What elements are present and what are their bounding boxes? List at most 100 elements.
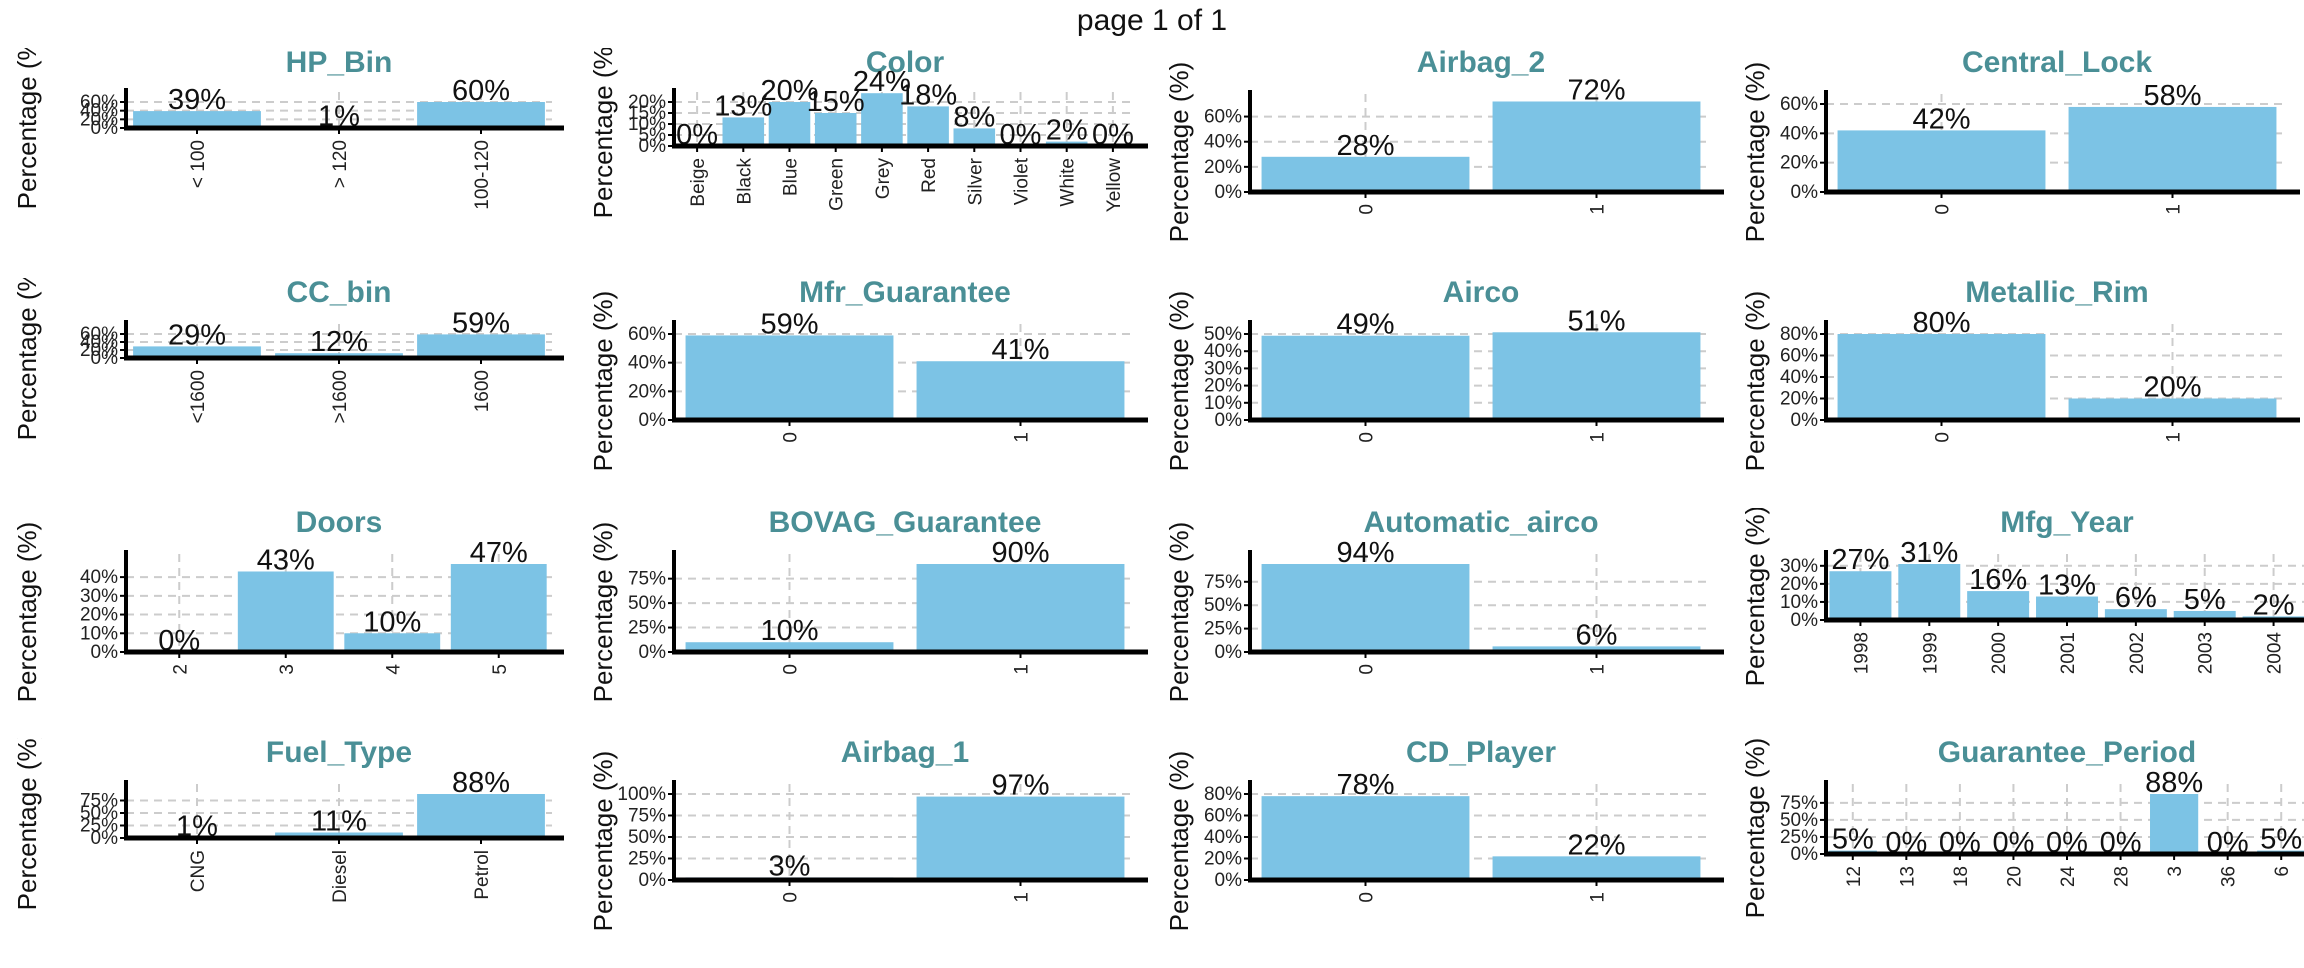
data-label: 22%: [1567, 829, 1625, 861]
y-tick-label: 40%: [628, 353, 666, 374]
x-tick-label: 3: [2165, 866, 2186, 877]
data-label: 28%: [1336, 130, 1394, 162]
y-axis-label: Percentage (%): [588, 48, 618, 218]
data-label: 97%: [991, 770, 1049, 802]
y-tick-label: 80%: [1204, 784, 1242, 805]
y-tick-label: 50%: [628, 593, 666, 614]
x-tick-label: 36: [2219, 866, 2240, 887]
x-tick-label: White: [1058, 158, 1079, 207]
x-tick-label: 2000: [1989, 632, 2010, 674]
data-label: 31%: [1900, 537, 1958, 569]
y-axis-label: Percentage (%): [1164, 522, 1194, 703]
data-label: 16%: [1969, 564, 2027, 596]
y-tick-label: 75%: [628, 806, 666, 827]
bar: [917, 361, 1125, 420]
y-axis-label: Percentage (%): [1740, 508, 1770, 686]
y-tick-label: 0%: [1791, 410, 1819, 431]
x-tick-label: > 120: [330, 140, 351, 188]
bar: [1262, 564, 1470, 652]
chart-title: Doors: [296, 508, 383, 539]
y-tick-label: 40%: [80, 567, 118, 588]
x-tick-label: 6: [2272, 866, 2293, 877]
data-label: 94%: [1336, 537, 1394, 569]
data-label: 27%: [1831, 544, 1889, 576]
data-label: 59%: [452, 307, 510, 339]
data-label: 2%: [1046, 115, 1088, 147]
data-label: 5%: [1832, 824, 1874, 856]
x-tick-label: Beige: [688, 158, 709, 207]
y-tick-label: 0%: [1791, 610, 1819, 631]
y-tick-label: 20%: [1780, 153, 1818, 174]
chart-title: Metallic_Rim: [1965, 278, 2148, 309]
x-tick-label: 1: [1588, 892, 1609, 903]
x-tick-label: 2004: [2265, 632, 2286, 675]
data-label: 29%: [168, 319, 226, 351]
x-tick-label: 2002: [2127, 632, 2148, 674]
data-label: 20%: [2143, 372, 2201, 404]
bar: [1493, 101, 1701, 192]
bar: [907, 106, 949, 146]
y-tick-label: 10%: [80, 623, 118, 644]
y-axis-label: Percentage (%): [12, 278, 42, 440]
bar: [917, 797, 1125, 880]
bar: [451, 564, 547, 652]
x-tick-label: 3: [277, 664, 298, 675]
y-axis-label: Percentage (%): [1164, 62, 1194, 243]
chart-title: BOVAG_Guarantee: [769, 508, 1042, 539]
y-tick-label: 25%: [1204, 619, 1242, 640]
x-tick-label: >1600: [330, 370, 351, 423]
x-tick-label: 1: [1588, 432, 1609, 443]
y-tick-label: 75%: [1204, 572, 1242, 593]
y-tick-label: 50%: [1204, 324, 1242, 345]
x-tick-label: 1: [1012, 664, 1033, 675]
data-label: 59%: [760, 308, 818, 340]
y-axis-label: Percentage (%): [588, 751, 618, 932]
y-tick-label: 60%: [1204, 806, 1242, 827]
y-axis-label: Percentage (%): [12, 522, 42, 703]
y-tick-label: 30%: [1780, 556, 1818, 577]
y-axis-label: Percentage (%): [12, 738, 42, 910]
y-axis-label: Percentage (%): [1164, 751, 1194, 932]
chart-title: Airco: [1443, 278, 1520, 309]
y-axis-label: Percentage (%): [12, 48, 42, 209]
data-label: 58%: [2143, 80, 2201, 112]
data-label: 6%: [2115, 582, 2157, 614]
x-tick-label: 28: [2112, 866, 2133, 887]
x-tick-label: 0: [1357, 432, 1378, 443]
y-tick-label: 20%: [628, 381, 666, 402]
data-label: 11%: [311, 806, 367, 838]
y-axis-label: Percentage (%): [588, 291, 618, 472]
data-label: 49%: [1336, 309, 1394, 341]
x-tick-label: 1: [1588, 204, 1609, 215]
x-tick-label: 1600: [472, 370, 493, 412]
x-tick-label: 1: [1588, 664, 1609, 675]
y-axis-label: Percentage (%): [588, 522, 618, 703]
y-tick-label: 10%: [1780, 592, 1818, 613]
data-label: 5%: [2184, 584, 2226, 616]
chart-title: Automatic_airco: [1363, 508, 1598, 539]
x-tick-label: 0: [781, 664, 802, 675]
bar: [1262, 157, 1470, 192]
data-label: 60%: [452, 75, 510, 107]
bar: [1493, 332, 1701, 420]
y-tick-label: 20%: [1204, 157, 1242, 178]
page-title: page 1 of 1: [0, 4, 2304, 38]
x-tick-label: 1: [1012, 432, 1033, 443]
y-tick-label: 40%: [1204, 827, 1242, 848]
y-tick-label: 60%: [1780, 346, 1818, 367]
